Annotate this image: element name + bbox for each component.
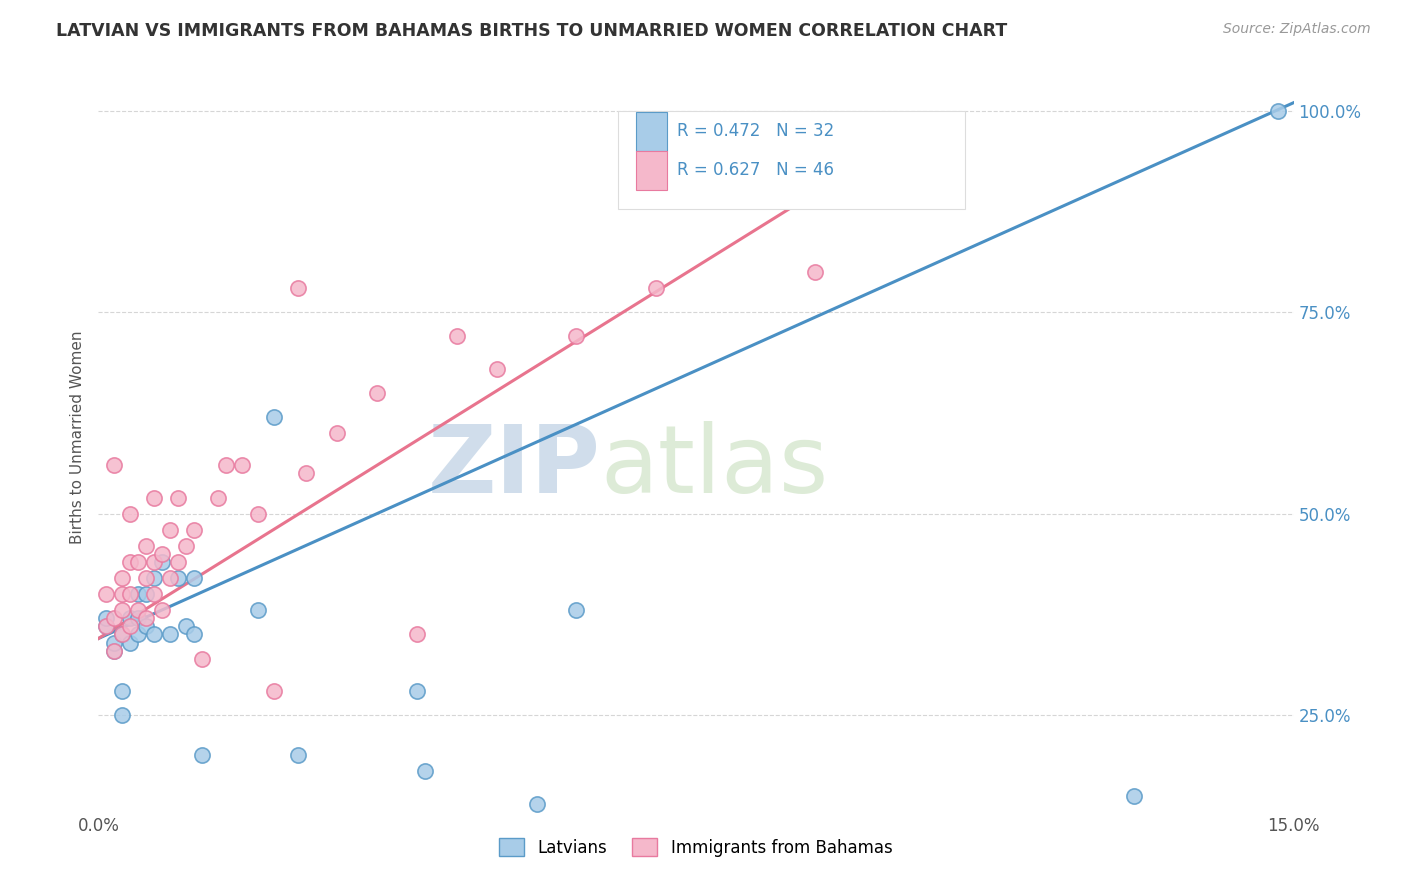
Point bbox=[143, 491, 166, 505]
Point bbox=[143, 627, 166, 641]
Point bbox=[413, 764, 436, 779]
Point bbox=[326, 425, 349, 440]
Point bbox=[804, 265, 827, 279]
Point bbox=[111, 627, 134, 641]
Point bbox=[565, 603, 588, 617]
Text: LATVIAN VS IMMIGRANTS FROM BAHAMAS BIRTHS TO UNMARRIED WOMEN CORRELATION CHART: LATVIAN VS IMMIGRANTS FROM BAHAMAS BIRTH… bbox=[56, 22, 1008, 40]
Text: atlas: atlas bbox=[600, 421, 828, 513]
Point bbox=[167, 571, 190, 585]
Point bbox=[120, 619, 142, 633]
Point bbox=[485, 361, 508, 376]
Point bbox=[96, 619, 118, 633]
Point bbox=[263, 684, 285, 698]
Point bbox=[103, 611, 125, 625]
Point bbox=[143, 555, 166, 569]
Point bbox=[111, 571, 134, 585]
Point bbox=[215, 458, 238, 473]
Point bbox=[1123, 789, 1146, 803]
Point bbox=[366, 385, 388, 400]
Point bbox=[884, 185, 907, 199]
Point bbox=[120, 507, 142, 521]
Point bbox=[120, 635, 142, 649]
Point bbox=[127, 611, 149, 625]
Point bbox=[143, 587, 166, 601]
Point bbox=[406, 684, 429, 698]
Point bbox=[150, 555, 173, 569]
Point bbox=[174, 539, 197, 553]
Point bbox=[406, 627, 429, 641]
Point bbox=[135, 539, 157, 553]
Point bbox=[159, 571, 181, 585]
Point bbox=[645, 281, 668, 295]
Point bbox=[183, 523, 205, 537]
Point bbox=[191, 748, 214, 763]
Text: ZIP: ZIP bbox=[427, 421, 600, 513]
Point bbox=[127, 627, 149, 641]
Point bbox=[111, 587, 134, 601]
Point bbox=[159, 627, 181, 641]
Point bbox=[183, 627, 205, 641]
Point bbox=[135, 619, 157, 633]
Point bbox=[1267, 103, 1289, 118]
Point bbox=[183, 571, 205, 585]
Point bbox=[526, 797, 548, 811]
Point bbox=[103, 635, 125, 649]
Point bbox=[96, 611, 118, 625]
Point bbox=[150, 547, 173, 561]
Point bbox=[135, 611, 157, 625]
Point bbox=[120, 611, 142, 625]
Point bbox=[207, 491, 229, 505]
Point bbox=[135, 571, 157, 585]
Y-axis label: Births to Unmarried Women: Births to Unmarried Women bbox=[69, 330, 84, 544]
Text: R = 0.472   N = 32: R = 0.472 N = 32 bbox=[676, 122, 834, 140]
Point bbox=[135, 587, 157, 601]
Text: R = 0.627   N = 46: R = 0.627 N = 46 bbox=[676, 161, 834, 179]
Point bbox=[111, 627, 134, 641]
Point bbox=[103, 643, 125, 657]
Point bbox=[191, 651, 214, 665]
Point bbox=[120, 555, 142, 569]
Point bbox=[231, 458, 253, 473]
Point bbox=[127, 555, 149, 569]
Point bbox=[150, 603, 173, 617]
Point bbox=[446, 329, 468, 343]
FancyBboxPatch shape bbox=[619, 112, 965, 209]
Point bbox=[111, 603, 134, 617]
Point bbox=[103, 458, 125, 473]
FancyBboxPatch shape bbox=[637, 151, 668, 190]
Point bbox=[294, 467, 316, 481]
Point bbox=[143, 571, 166, 585]
Point bbox=[287, 748, 309, 763]
Point bbox=[263, 409, 285, 424]
Point bbox=[246, 507, 269, 521]
Point bbox=[167, 555, 190, 569]
Point bbox=[287, 281, 309, 295]
Point bbox=[159, 523, 181, 537]
Point bbox=[111, 684, 134, 698]
FancyBboxPatch shape bbox=[637, 112, 668, 151]
Point bbox=[246, 603, 269, 617]
Point bbox=[565, 329, 588, 343]
Point bbox=[120, 587, 142, 601]
Point bbox=[96, 619, 118, 633]
Text: Source: ZipAtlas.com: Source: ZipAtlas.com bbox=[1223, 22, 1371, 37]
Legend: Latvians, Immigrants from Bahamas: Latvians, Immigrants from Bahamas bbox=[492, 832, 900, 863]
Point bbox=[111, 708, 134, 723]
Point bbox=[174, 619, 197, 633]
Point bbox=[96, 587, 118, 601]
Point bbox=[103, 643, 125, 657]
Point bbox=[127, 603, 149, 617]
Point bbox=[167, 491, 190, 505]
Point bbox=[127, 587, 149, 601]
